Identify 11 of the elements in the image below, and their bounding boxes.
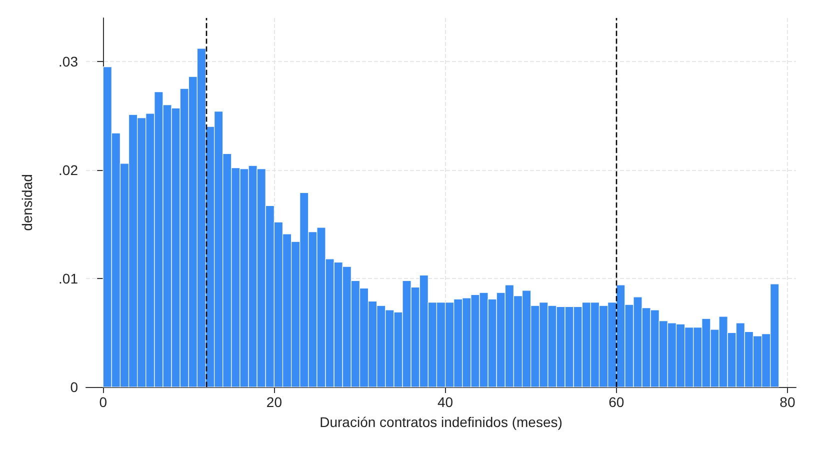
x-tick-label: 80 [780,394,796,410]
x-tick-label: 0 [99,394,108,410]
x-axis-title: Duración contratos indefinidos (meses) [320,414,562,430]
x-tick-label: 60 [608,394,624,410]
y-axis-title: densidad [19,174,35,231]
y-tick-label: .01 [58,270,78,286]
y-tick-label: 0 [70,379,78,395]
y-tick-label: .02 [58,162,78,178]
x-tick-label: 20 [266,394,282,410]
y-tick-label: .03 [58,53,78,70]
x-tick-label: 40 [437,394,454,410]
